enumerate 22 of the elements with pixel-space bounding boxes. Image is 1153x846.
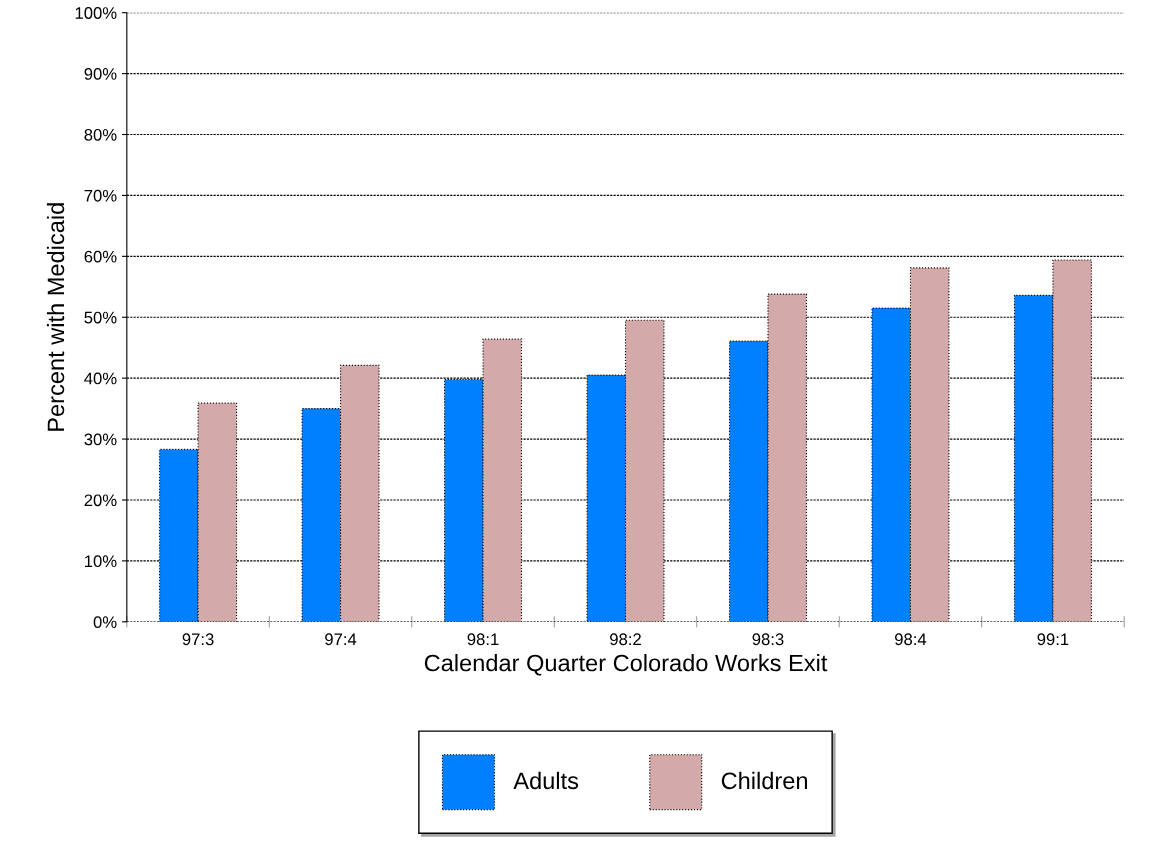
y-tick-label: 0%	[93, 616, 117, 629]
y-tick-label: 90%	[84, 68, 117, 80]
y-axis-title: Percent with Medicaid	[46, 203, 65, 431]
x-tick-label: 98:2	[610, 633, 641, 646]
y-tick-label: 10%	[85, 555, 117, 568]
x-tick-label: 97:3	[182, 633, 214, 646]
legend-label: Children	[721, 771, 807, 790]
y-tick-label: 100%	[75, 7, 117, 19]
y-tick-label: 70%	[84, 189, 117, 202]
y-tick-label: 30%	[84, 433, 117, 446]
legend-label: Adults	[513, 771, 579, 790]
x-tick-label: 98:1	[467, 633, 499, 646]
y-tick-label: 60%	[84, 250, 117, 263]
x-tick-label: 97:4	[325, 633, 357, 646]
x-tick-label: 98:3	[752, 633, 784, 646]
y-tick-label: 50%	[84, 311, 117, 324]
y-tick-label: 20%	[84, 494, 117, 507]
x-axis-title: Calendar Quarter Colorado Works Exit	[424, 654, 828, 676]
x-tick-label: 99:1	[1037, 633, 1069, 646]
y-tick-label: 40%	[84, 372, 117, 385]
x-tick-label: 98:4	[895, 633, 927, 646]
y-tick-label: 80%	[84, 128, 117, 141]
